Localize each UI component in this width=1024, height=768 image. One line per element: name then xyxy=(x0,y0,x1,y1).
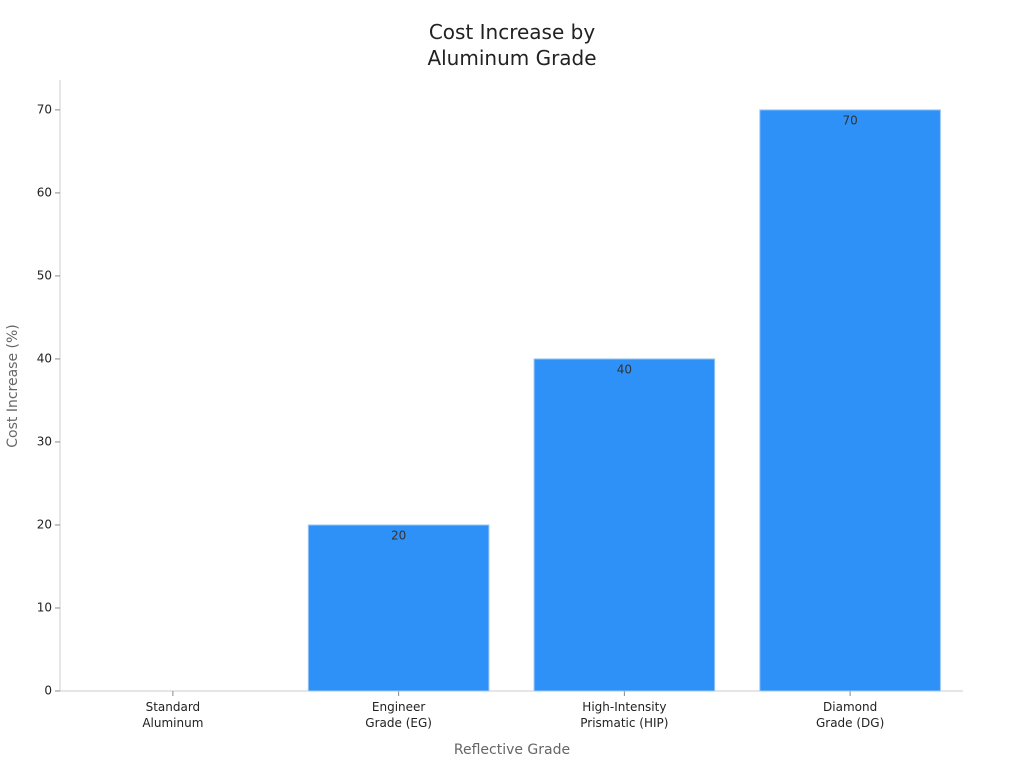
y-tick-label: 20 xyxy=(37,517,52,531)
y-tick-label: 40 xyxy=(37,351,52,365)
x-tick-label: High-Intensity Prismatic (HIP) xyxy=(580,700,668,730)
bar xyxy=(533,358,716,692)
data-label: 40 xyxy=(617,362,632,376)
data-label: 70 xyxy=(842,113,857,127)
bar xyxy=(307,524,490,692)
y-axis-title: Cost Increase (%) xyxy=(5,324,21,448)
y-tick-label: 30 xyxy=(37,434,52,448)
y-tick-label: 0 xyxy=(44,684,52,698)
data-label: 20 xyxy=(391,528,406,542)
x-tick-label: Standard Aluminum xyxy=(142,700,203,730)
x-axis-title: Reflective Grade xyxy=(454,742,570,758)
x-tick-label: Engineer Grade (EG) xyxy=(365,700,432,730)
y-tick-label: 60 xyxy=(37,185,52,199)
bar xyxy=(759,109,941,692)
chart-title: Cost Increase by Aluminum Grade xyxy=(427,20,596,70)
y-tick-label: 50 xyxy=(37,268,52,282)
y-tick-label: 70 xyxy=(37,102,52,116)
y-tick-label: 10 xyxy=(37,600,52,614)
x-tick-label: Diamond Grade (DG) xyxy=(816,700,884,730)
